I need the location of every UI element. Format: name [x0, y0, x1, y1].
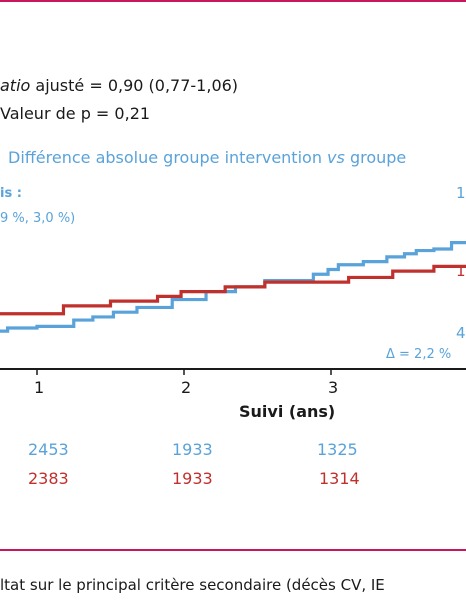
hazard-ratio-value: ajusté = 0,90 (0,77-1,06): [30, 76, 239, 95]
x-tick-label: 1: [34, 378, 45, 397]
ci-label-line2: 9 %, 3,0 %): [0, 211, 76, 226]
hazard-ratio-prefix: atio: [0, 76, 31, 95]
absolute-difference-heading: Différence absolue groupe intervention v…: [8, 148, 406, 167]
x-tick-label: 3: [328, 378, 339, 397]
figure-caption: ltat sur le principal critère secondaire…: [0, 576, 385, 594]
p-value-text: Valeur de p = 0,21: [0, 104, 151, 123]
risk-count-control: 1933: [172, 469, 213, 488]
top-frame-line: [0, 0, 466, 2]
right-low-value: 4: [456, 324, 466, 342]
risk-count-control: 1314: [319, 469, 360, 488]
right-mid-value: 1: [456, 262, 466, 280]
delta-label: Δ = 2,2 %: [386, 347, 452, 362]
heading-vs: vs: [327, 148, 345, 167]
risk-count-control: 2383: [28, 469, 69, 488]
ci-label-line1: is :: [0, 186, 22, 201]
x-tick-label: 2: [181, 378, 192, 397]
risk-count-intervention: 2453: [28, 440, 69, 459]
control-series-line: [0, 264, 466, 316]
risk-count-intervention: 1933: [172, 440, 213, 459]
x-axis-label: Suivi (ans): [239, 402, 336, 421]
hazard-ratio-text: atio ajusté = 0,90 (0,77-1,06): [0, 76, 238, 95]
heading-main: Différence absolue groupe intervention: [8, 148, 322, 167]
bottom-frame-line: [0, 549, 466, 551]
risk-count-intervention: 1325: [317, 440, 358, 459]
right-top-value: 1: [456, 184, 466, 202]
heading-tail: groupe: [344, 148, 407, 167]
intervention-series-line: [0, 241, 466, 333]
